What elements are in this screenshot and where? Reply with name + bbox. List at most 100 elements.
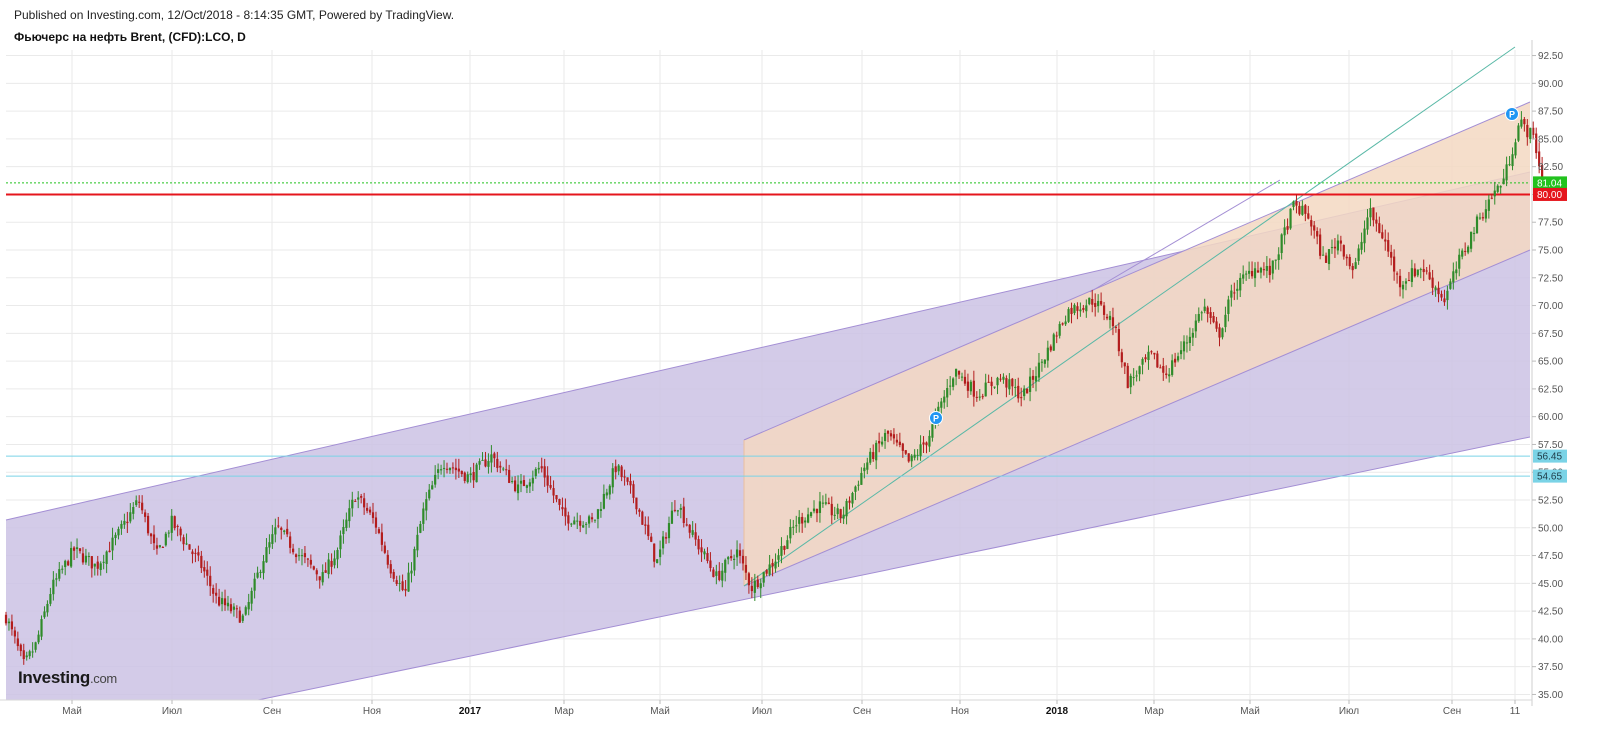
- candle: [1339, 235, 1342, 252]
- candle: [1393, 249, 1396, 281]
- candle-body: [306, 558, 309, 560]
- candle-body: [1307, 213, 1310, 219]
- candle-body: [1129, 375, 1132, 388]
- candle: [694, 523, 697, 546]
- candle: [439, 464, 443, 475]
- candle-body: [1111, 317, 1115, 327]
- candle: [1464, 242, 1467, 256]
- candle: [259, 569, 262, 578]
- candle: [247, 593, 250, 616]
- candle: [922, 436, 925, 453]
- candle: [1185, 335, 1189, 353]
- candle-body: [715, 571, 718, 576]
- chart-title[interactable]: Фьючерс на нефть Brent, (CFD):LCO, D: [14, 30, 246, 44]
- candle-body: [34, 642, 37, 650]
- candle-body: [972, 380, 975, 397]
- candle-body: [52, 579, 55, 595]
- candle: [821, 495, 824, 508]
- axes[interactable]: 35.00 37.50 40.00 42.50 45.00 47.50 50.00 52.50…: [0, 40, 1567, 717]
- candle: [58, 562, 61, 582]
- candle: [892, 428, 896, 445]
- candle: [138, 495, 141, 508]
- candle-body: [1212, 316, 1215, 323]
- candles[interactable]: [4, 111, 1544, 665]
- candle: [812, 500, 816, 514]
- event-badges[interactable]: PP: [929, 107, 1519, 425]
- candle: [638, 508, 641, 517]
- candle-body: [676, 510, 679, 512]
- candle-body: [940, 401, 943, 408]
- candle-body: [1242, 274, 1245, 279]
- candle-body: [949, 385, 952, 387]
- horizontal-levels[interactable]: [6, 182, 1530, 477]
- candle-body: [64, 560, 67, 568]
- candle: [531, 470, 534, 491]
- candle: [244, 605, 247, 616]
- candle-body: [1008, 379, 1011, 390]
- candle-body: [513, 480, 517, 492]
- candle: [238, 606, 241, 623]
- x-tick-label: Май: [62, 706, 82, 717]
- candle: [1330, 239, 1334, 254]
- candle-body: [963, 376, 967, 384]
- candle-body: [363, 498, 366, 508]
- candle-body: [585, 523, 588, 525]
- candle-body: [809, 512, 813, 517]
- candle-body: [664, 537, 668, 539]
- candle-body: [1274, 259, 1277, 261]
- candle-body: [1159, 367, 1162, 369]
- candle-body: [860, 472, 863, 485]
- candle: [146, 512, 150, 536]
- candle: [164, 531, 167, 547]
- candle: [818, 491, 822, 523]
- candle: [954, 368, 958, 386]
- candle: [102, 554, 105, 570]
- candle-body: [422, 508, 425, 524]
- candle-body: [1333, 246, 1337, 249]
- candle: [1375, 212, 1378, 232]
- candle-body: [327, 559, 330, 575]
- candle: [368, 506, 372, 516]
- level-badge-bg: [1533, 449, 1567, 463]
- candle: [268, 534, 271, 555]
- x-tick-label: Мар: [554, 706, 574, 717]
- candle-body: [439, 469, 443, 471]
- y-tick-label: 37.50: [1538, 662, 1563, 673]
- candle-body: [1259, 267, 1263, 273]
- candle-body: [919, 444, 922, 457]
- candle: [1067, 307, 1070, 323]
- investing-logo[interactable]: Investing.com: [18, 668, 117, 688]
- badge-circle: [1505, 107, 1519, 121]
- candle: [357, 491, 360, 509]
- x-tick-label: Сен: [1443, 706, 1461, 717]
- candle: [481, 452, 484, 461]
- candle-body: [398, 582, 401, 584]
- candle: [327, 553, 330, 579]
- candle-body: [58, 569, 61, 579]
- candle: [1348, 254, 1351, 270]
- candle-body: [1387, 240, 1390, 252]
- candle: [768, 554, 771, 577]
- candle: [291, 543, 295, 555]
- candle-body: [1330, 247, 1334, 249]
- candle-body: [573, 520, 576, 525]
- candle-body: [1023, 388, 1026, 397]
- candle-body: [425, 499, 428, 511]
- candle-body: [1239, 277, 1242, 291]
- candle-body: [1138, 366, 1141, 375]
- candle-body: [750, 585, 753, 592]
- candle: [1369, 198, 1372, 227]
- candle: [511, 476, 514, 484]
- candle-body: [1472, 233, 1476, 235]
- candle: [806, 507, 810, 524]
- candle: [1395, 271, 1399, 284]
- candle-body: [413, 548, 416, 571]
- candle-body: [1289, 208, 1292, 229]
- candle-body: [437, 469, 440, 473]
- x-tick-label: Июл: [162, 706, 182, 717]
- candle: [1165, 365, 1168, 379]
- candle: [43, 606, 46, 619]
- trend-channels[interactable]: [5, 46, 1531, 701]
- candle-body: [727, 557, 730, 560]
